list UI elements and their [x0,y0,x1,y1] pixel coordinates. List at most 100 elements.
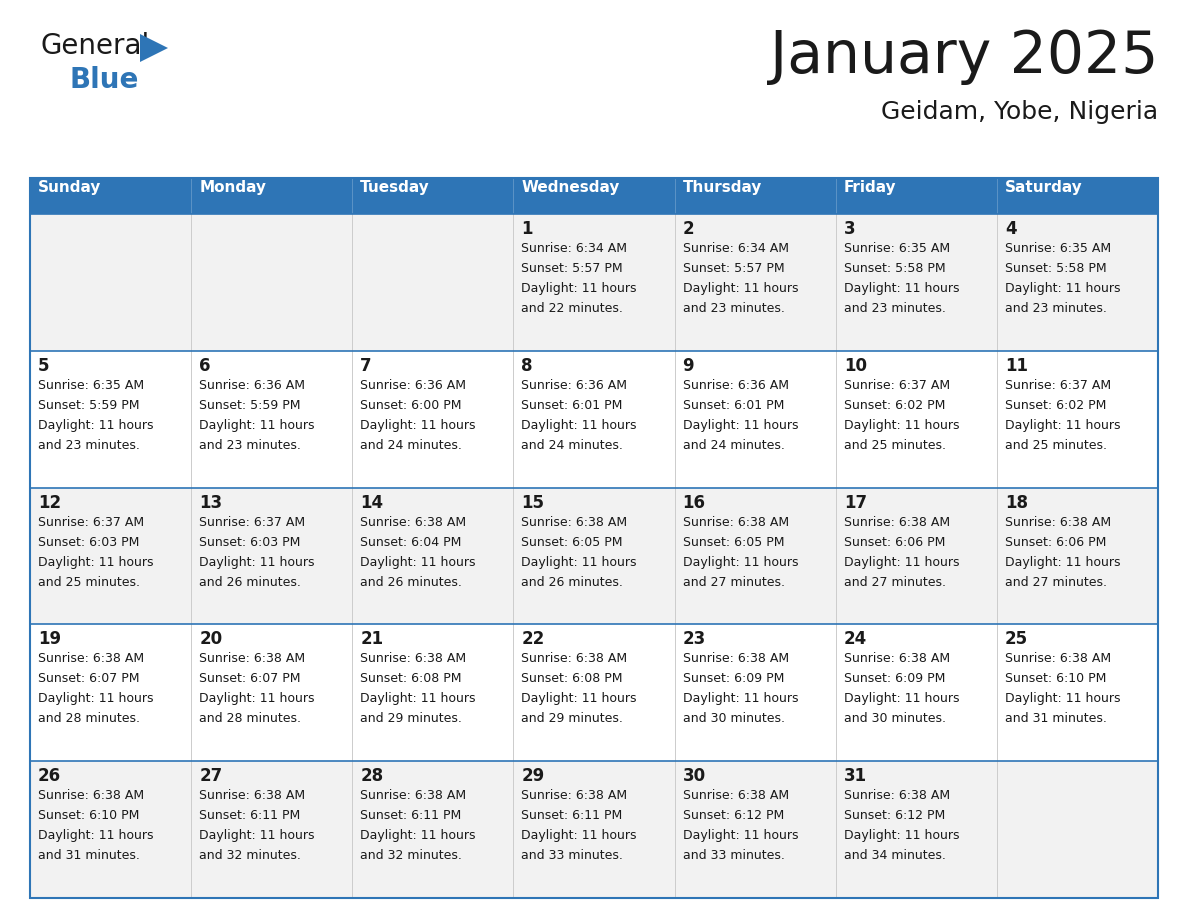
Text: and 22 minutes.: and 22 minutes. [522,302,624,315]
Text: Sunrise: 6:34 AM: Sunrise: 6:34 AM [522,242,627,255]
Text: Sunset: 6:10 PM: Sunset: 6:10 PM [38,809,139,823]
Text: and 23 minutes.: and 23 minutes. [200,439,301,452]
Text: Daylight: 11 hours: Daylight: 11 hours [843,555,959,568]
Text: Daylight: 11 hours: Daylight: 11 hours [200,419,315,431]
Text: Sunset: 6:01 PM: Sunset: 6:01 PM [683,398,784,412]
Bar [675,214,835,351]
Text: 20: 20 [200,631,222,648]
Text: 5: 5 [38,357,50,375]
Text: Daylight: 11 hours: Daylight: 11 hours [1005,419,1120,431]
Bar [835,214,997,351]
Text: and 32 minutes.: and 32 minutes. [200,849,301,862]
Text: Sunrise: 6:38 AM: Sunrise: 6:38 AM [522,516,627,529]
Text: Daylight: 11 hours: Daylight: 11 hours [522,829,637,842]
Text: Sunset: 6:08 PM: Sunset: 6:08 PM [360,672,462,686]
Bar [513,761,675,898]
Text: Sunrise: 6:37 AM: Sunrise: 6:37 AM [843,379,950,392]
Text: Sunrise: 6:36 AM: Sunrise: 6:36 AM [200,379,305,392]
Text: Sunset: 6:12 PM: Sunset: 6:12 PM [843,809,944,823]
Text: and 24 minutes.: and 24 minutes. [522,439,624,452]
Text: Daylight: 11 hours: Daylight: 11 hours [843,419,959,431]
Text: 8: 8 [522,357,533,375]
Text: 24: 24 [843,631,867,648]
Text: Sunset: 5:57 PM: Sunset: 5:57 PM [683,262,784,275]
Text: and 24 minutes.: and 24 minutes. [683,439,784,452]
Text: Sunset: 6:06 PM: Sunset: 6:06 PM [1005,535,1106,549]
Bar [30,487,191,624]
Text: 14: 14 [360,494,384,511]
Text: and 30 minutes.: and 30 minutes. [683,712,784,725]
Bar [30,624,191,761]
Bar [191,351,353,487]
Bar [30,351,191,487]
Text: 6: 6 [200,357,210,375]
Text: 21: 21 [360,631,384,648]
Text: and 23 minutes.: and 23 minutes. [843,302,946,315]
Text: Daylight: 11 hours: Daylight: 11 hours [683,555,798,568]
Text: and 31 minutes.: and 31 minutes. [38,849,140,862]
Text: Sunset: 6:09 PM: Sunset: 6:09 PM [683,672,784,686]
Text: Daylight: 11 hours: Daylight: 11 hours [522,282,637,295]
Text: Sunrise: 6:35 AM: Sunrise: 6:35 AM [1005,242,1111,255]
Text: Sunrise: 6:37 AM: Sunrise: 6:37 AM [200,516,305,529]
Text: Daylight: 11 hours: Daylight: 11 hours [38,419,153,431]
Text: Sunset: 6:10 PM: Sunset: 6:10 PM [1005,672,1106,686]
Text: Daylight: 11 hours: Daylight: 11 hours [843,692,959,705]
Text: Daylight: 11 hours: Daylight: 11 hours [360,419,475,431]
Text: 18: 18 [1005,494,1028,511]
Bar [513,214,675,351]
Bar [675,487,835,624]
Text: January 2025: January 2025 [770,28,1158,85]
Text: and 27 minutes.: and 27 minutes. [683,576,784,588]
Text: Daylight: 11 hours: Daylight: 11 hours [522,419,637,431]
Text: Tuesday: Tuesday [360,180,430,195]
Text: and 27 minutes.: and 27 minutes. [1005,576,1107,588]
Bar [30,178,1158,214]
Text: Daylight: 11 hours: Daylight: 11 hours [38,692,153,705]
Text: and 25 minutes.: and 25 minutes. [1005,439,1107,452]
Text: Sunset: 6:02 PM: Sunset: 6:02 PM [843,398,946,412]
Text: Daylight: 11 hours: Daylight: 11 hours [522,692,637,705]
Bar [513,624,675,761]
Bar [675,351,835,487]
Text: Daylight: 11 hours: Daylight: 11 hours [683,692,798,705]
Text: Sunrise: 6:38 AM: Sunrise: 6:38 AM [683,789,789,802]
Text: 4: 4 [1005,220,1017,238]
Text: and 23 minutes.: and 23 minutes. [1005,302,1107,315]
Bar [997,487,1158,624]
Text: 28: 28 [360,767,384,785]
Text: Sunrise: 6:34 AM: Sunrise: 6:34 AM [683,242,789,255]
Bar [997,351,1158,487]
Text: Sunrise: 6:36 AM: Sunrise: 6:36 AM [360,379,466,392]
Text: 13: 13 [200,494,222,511]
Text: Sunrise: 6:38 AM: Sunrise: 6:38 AM [522,789,627,802]
Text: Daylight: 11 hours: Daylight: 11 hours [1005,692,1120,705]
Bar [835,351,997,487]
Text: and 26 minutes.: and 26 minutes. [360,576,462,588]
Text: Sunset: 6:11 PM: Sunset: 6:11 PM [522,809,623,823]
Text: and 30 minutes.: and 30 minutes. [843,712,946,725]
Text: 22: 22 [522,631,544,648]
Text: Sunrise: 6:38 AM: Sunrise: 6:38 AM [843,516,950,529]
Text: and 25 minutes.: and 25 minutes. [38,576,140,588]
Text: Daylight: 11 hours: Daylight: 11 hours [683,282,798,295]
Bar [997,214,1158,351]
Text: 10: 10 [843,357,867,375]
Text: Sunrise: 6:38 AM: Sunrise: 6:38 AM [360,653,467,666]
Text: Sunset: 6:03 PM: Sunset: 6:03 PM [38,535,139,549]
Bar [675,624,835,761]
Text: and 23 minutes.: and 23 minutes. [683,302,784,315]
Text: Sunrise: 6:38 AM: Sunrise: 6:38 AM [1005,516,1111,529]
Text: Sunrise: 6:36 AM: Sunrise: 6:36 AM [522,379,627,392]
Bar [353,624,513,761]
Text: Sunday: Sunday [38,180,101,195]
Text: Sunrise: 6:37 AM: Sunrise: 6:37 AM [1005,379,1111,392]
Bar [513,487,675,624]
Text: Sunset: 6:08 PM: Sunset: 6:08 PM [522,672,623,686]
Text: Sunrise: 6:38 AM: Sunrise: 6:38 AM [200,789,305,802]
Text: and 32 minutes.: and 32 minutes. [360,849,462,862]
Bar [191,761,353,898]
Text: Daylight: 11 hours: Daylight: 11 hours [1005,555,1120,568]
Text: Daylight: 11 hours: Daylight: 11 hours [200,829,315,842]
Text: Sunset: 6:02 PM: Sunset: 6:02 PM [1005,398,1106,412]
